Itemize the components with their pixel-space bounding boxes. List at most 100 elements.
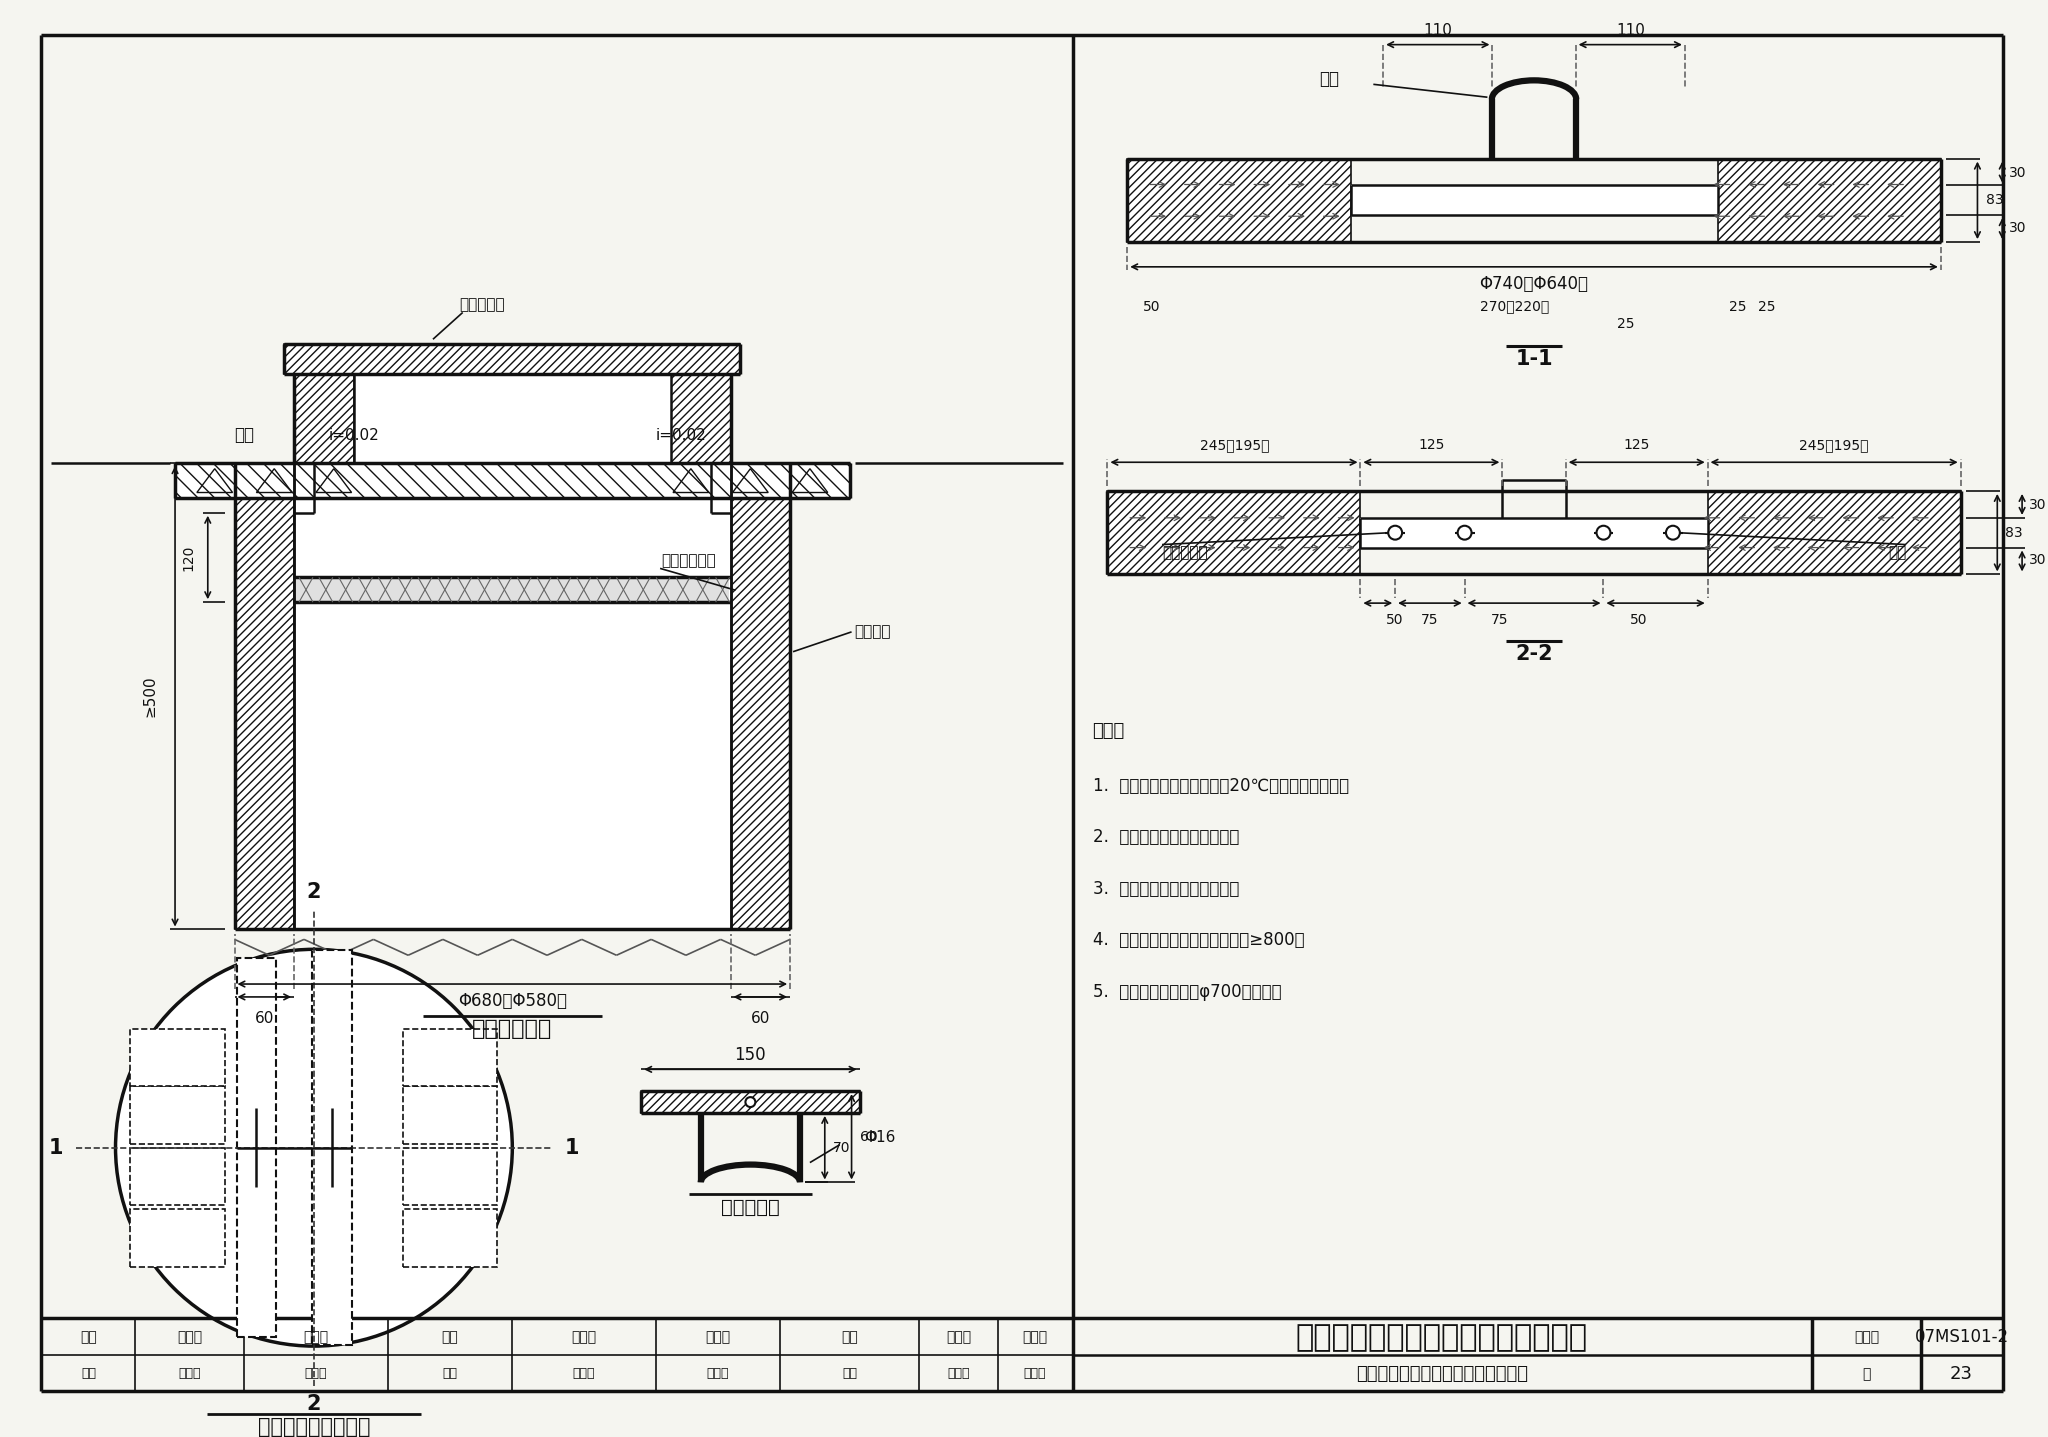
Text: 设计: 设计 (842, 1331, 858, 1344)
Text: 螺母及垫圈: 螺母及垫圈 (1161, 545, 1208, 560)
Text: 地面: 地面 (233, 427, 254, 444)
Bar (238, 958, 276, 1338)
Bar (672, 374, 731, 463)
Text: 2: 2 (307, 1394, 322, 1414)
Bar (131, 1148, 225, 1206)
Text: 25: 25 (1759, 299, 1776, 313)
Text: 图集号: 图集号 (1853, 1331, 1878, 1344)
Bar (1126, 158, 1350, 241)
Text: 2: 2 (307, 882, 322, 902)
Text: 75: 75 (1421, 614, 1438, 627)
Bar (403, 1086, 498, 1144)
Bar (403, 1148, 498, 1206)
Text: 1.  当地采暖计算温度低于－20℃的地区需做保温。: 1. 当地采暖计算温度低于－20℃的地区需做保温。 (1094, 776, 1350, 795)
Text: 270（220）: 270（220） (1479, 299, 1548, 313)
Circle shape (1665, 526, 1679, 540)
Bar (236, 463, 295, 930)
Text: 把手: 把手 (1319, 70, 1339, 88)
Bar (174, 463, 850, 499)
Text: 110: 110 (1423, 23, 1452, 39)
Text: 把手大样图: 把手大样图 (721, 1197, 780, 1217)
Text: 83: 83 (1985, 194, 2003, 207)
Text: 校对: 校对 (442, 1368, 457, 1381)
Text: 砖砌井保温井口及木制保温盖板做法: 砖砌井保温井口及木制保温盖板做法 (1296, 1322, 1587, 1352)
Text: 闻及多: 闻及多 (707, 1368, 729, 1381)
Text: 23: 23 (1950, 1365, 1972, 1382)
Bar (295, 374, 354, 463)
Text: i=0.02: i=0.02 (328, 428, 379, 443)
Text: 125: 125 (1622, 438, 1649, 453)
Bar (297, 578, 729, 602)
Bar (1718, 158, 1942, 241)
Text: 砖砌保温井口: 砖砌保温井口 (473, 1019, 553, 1039)
Text: 50: 50 (1386, 614, 1405, 627)
Text: 审核: 审核 (82, 1368, 96, 1381)
Circle shape (745, 1096, 756, 1106)
Text: 武明美: 武明美 (571, 1331, 596, 1344)
Text: 审核: 审核 (80, 1331, 96, 1344)
Bar (403, 1029, 498, 1086)
Text: 闻及多: 闻及多 (705, 1331, 731, 1344)
Text: 30: 30 (2009, 165, 2028, 180)
Text: 2.  木制保温盖板材料为松木。: 2. 木制保温盖板材料为松木。 (1094, 828, 1239, 846)
Text: ≥500: ≥500 (143, 675, 158, 717)
Text: 孙宗鑫: 孙宗鑫 (303, 1331, 328, 1344)
Circle shape (1458, 526, 1473, 540)
Text: 王龙生: 王龙生 (946, 1331, 971, 1344)
Bar (641, 1091, 860, 1114)
Bar (1350, 185, 1718, 216)
Circle shape (1597, 526, 1610, 540)
Circle shape (115, 950, 512, 1346)
Bar (311, 950, 352, 1345)
Bar (131, 1086, 225, 1144)
Text: 150: 150 (735, 1046, 766, 1065)
Text: 1: 1 (49, 1138, 63, 1158)
Text: 井盖及支座: 井盖及支座 (459, 297, 506, 312)
Text: 王龙生: 王龙生 (948, 1368, 971, 1381)
Bar (131, 1209, 225, 1267)
Text: 120: 120 (180, 545, 195, 570)
Text: 110: 110 (1616, 23, 1645, 39)
Text: 武明美: 武明美 (573, 1368, 596, 1381)
Text: 75: 75 (1491, 614, 1507, 627)
Text: 245（195）: 245（195） (1798, 438, 1868, 453)
Bar (311, 950, 352, 1345)
Bar (1708, 491, 1960, 575)
Text: 5.  括号内的数字用于φ700的井口。: 5. 括号内的数字用于φ700的井口。 (1094, 983, 1282, 1002)
Text: 校对: 校对 (442, 1331, 459, 1344)
Text: 砖砌井筒: 砖砌井筒 (854, 625, 891, 639)
Text: 70: 70 (834, 1141, 850, 1155)
Text: 铁钉: 铁钉 (1888, 545, 1907, 560)
Bar (285, 345, 741, 374)
Text: 1: 1 (565, 1138, 580, 1158)
Text: 30: 30 (2009, 221, 2028, 236)
Bar (731, 463, 791, 930)
Bar (354, 374, 672, 463)
Text: Φ16: Φ16 (864, 1131, 895, 1145)
Bar (295, 463, 731, 930)
Text: 50: 50 (1630, 614, 1647, 627)
Text: 4.  凡做保温的井，井筒高度必须≥800。: 4. 凡做保温的井，井筒高度必须≥800。 (1094, 931, 1305, 950)
Text: 2-2: 2-2 (1516, 644, 1552, 664)
Text: 郭奕雄: 郭奕雄 (178, 1331, 203, 1344)
Bar (238, 958, 276, 1338)
Text: 砖砌井保温井口及木制保温盖板做法: 砖砌井保温井口及木制保温盖板做法 (1356, 1365, 1528, 1382)
Text: 木制保温盖板平面图: 木制保温盖板平面图 (258, 1417, 371, 1437)
Text: 50: 50 (1143, 299, 1161, 313)
Text: 245（195）: 245（195） (1200, 438, 1270, 453)
Text: 60: 60 (254, 1012, 274, 1026)
Text: 3.  木制井盖需浸热沥青防腐。: 3. 木制井盖需浸热沥青防腐。 (1094, 879, 1239, 898)
Text: Φ680（Φ580）: Φ680（Φ580） (459, 992, 567, 1010)
Text: 设计: 设计 (842, 1368, 856, 1381)
Text: 王龙生: 王龙生 (1022, 1331, 1049, 1344)
Text: 07MS101-2: 07MS101-2 (1915, 1328, 2009, 1346)
Text: i=0.02: i=0.02 (655, 428, 707, 443)
Text: 王龙生: 王龙生 (1024, 1368, 1047, 1381)
Text: 页: 页 (1862, 1367, 1870, 1381)
Text: 60: 60 (752, 1012, 770, 1026)
Bar (1360, 517, 1708, 547)
Text: 60: 60 (860, 1129, 877, 1144)
Text: 30: 30 (2030, 497, 2046, 512)
Bar (131, 1029, 225, 1086)
Text: 郭奕雄: 郭奕雄 (178, 1368, 201, 1381)
